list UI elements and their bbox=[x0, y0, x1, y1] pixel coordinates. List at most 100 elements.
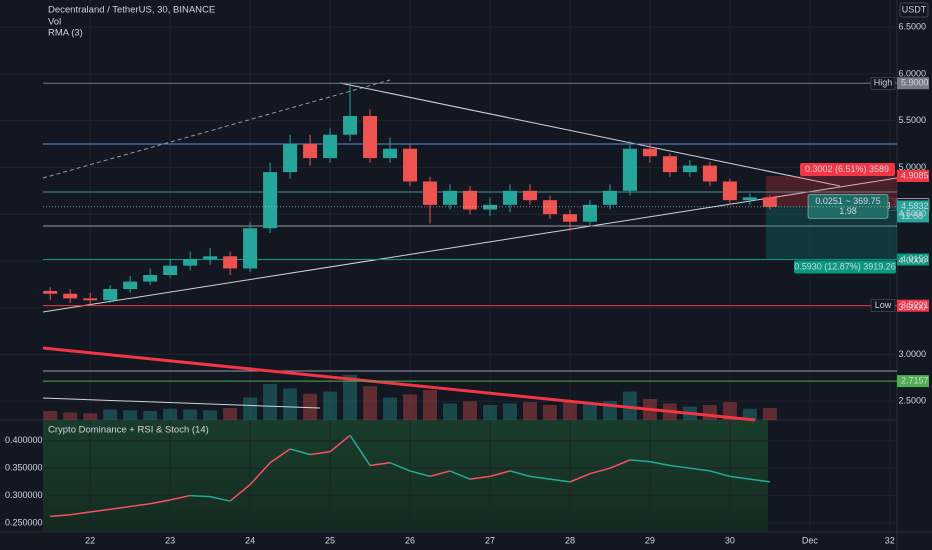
candle-body bbox=[702, 165, 717, 182]
price-tag bbox=[897, 200, 929, 223]
candle-body bbox=[103, 289, 118, 301]
candle-body bbox=[463, 190, 477, 210]
volume-bar bbox=[183, 409, 198, 420]
stop-label: 0.3002 (6.51%) 3589 bbox=[805, 164, 889, 174]
level-name: High bbox=[874, 78, 893, 88]
volume-bar bbox=[482, 405, 497, 420]
ratio-label: 1.98 bbox=[839, 206, 857, 216]
indicator-segment bbox=[669, 464, 690, 469]
indicator-segment bbox=[509, 470, 531, 478]
indicator-segment bbox=[289, 448, 311, 456]
volume-bar bbox=[223, 408, 238, 420]
level-name-box bbox=[870, 299, 896, 312]
volume-bar bbox=[163, 408, 178, 420]
indicator-segment bbox=[169, 494, 191, 501]
volume-bar bbox=[363, 386, 378, 420]
candle-body bbox=[682, 165, 697, 173]
indicator-title: Crypto Dominance + RSI & Stoch (14) bbox=[48, 425, 209, 436]
indicator-segment bbox=[589, 467, 611, 475]
volume-bar bbox=[123, 410, 138, 420]
candle-body bbox=[622, 148, 637, 191]
indicator-segment bbox=[689, 467, 710, 472]
volume-bar bbox=[742, 408, 757, 420]
candle-body bbox=[722, 181, 737, 201]
x-tick-label: 30 bbox=[725, 535, 735, 545]
candle-body bbox=[63, 293, 78, 299]
indicator-segment bbox=[269, 448, 291, 464]
indicator-segment bbox=[569, 472, 591, 483]
price-tag bbox=[897, 375, 929, 388]
candle-body bbox=[662, 156, 677, 173]
y-tick-label: 3.5000 bbox=[898, 302, 926, 312]
lower-trendline bbox=[42, 177, 898, 313]
price-tag-label: 3.5221 bbox=[901, 300, 929, 310]
indicator-segment bbox=[409, 470, 431, 478]
indicator-segment bbox=[469, 475, 491, 480]
study-label: RMA (3) bbox=[48, 28, 83, 39]
indicator-segment bbox=[749, 478, 770, 483]
candle-body bbox=[423, 181, 438, 205]
indicator-segment bbox=[629, 459, 650, 463]
volume-bar bbox=[702, 405, 717, 420]
candle-body bbox=[562, 214, 577, 222]
y-tick-label: 6.0000 bbox=[898, 68, 926, 78]
price-tag bbox=[897, 299, 929, 312]
x-tick-label: 26 bbox=[405, 535, 415, 545]
volume-bar bbox=[243, 397, 258, 420]
candle-body bbox=[323, 134, 338, 159]
label-box bbox=[794, 260, 896, 274]
candle-body bbox=[762, 197, 777, 207]
y-tick-label: 4.0000 bbox=[898, 255, 926, 265]
indicator-segment bbox=[209, 495, 231, 502]
upper-trendline bbox=[339, 82, 841, 187]
x-tick-label: 27 bbox=[485, 535, 495, 545]
indicator-tick-label: 0.350000 bbox=[5, 463, 43, 473]
candle-body bbox=[43, 290, 58, 294]
volume-bar bbox=[562, 400, 577, 420]
level-name-box bbox=[870, 77, 896, 90]
target-label: 0.5930 (12.87%) 3919.26 bbox=[794, 261, 896, 271]
candle-body bbox=[383, 148, 398, 159]
volume-bar bbox=[522, 402, 537, 420]
y-tick-label: 6.5000 bbox=[898, 22, 926, 32]
volume-bar bbox=[622, 391, 637, 420]
candle-body bbox=[143, 275, 158, 282]
indicator-segment bbox=[70, 511, 91, 516]
indicator-segment bbox=[190, 494, 211, 498]
indicator-segment bbox=[329, 434, 351, 453]
indicator-segment bbox=[709, 470, 731, 478]
volume-bar bbox=[203, 410, 218, 420]
candle-body bbox=[363, 115, 378, 159]
candle-body bbox=[223, 256, 238, 269]
currency: USDT bbox=[902, 4, 927, 14]
volume-bar bbox=[762, 408, 777, 420]
volume-bar bbox=[502, 403, 517, 420]
indicator-segment bbox=[110, 505, 131, 511]
volume-bar bbox=[303, 393, 318, 420]
volume-bar bbox=[722, 402, 737, 420]
red-trendline bbox=[42, 346, 756, 422]
y-tick-label: 5.0000 bbox=[898, 162, 926, 172]
indicator-segment bbox=[489, 470, 511, 478]
candle-body bbox=[403, 148, 418, 182]
chart-title: Decentraland / TetherUS, 30, BINANCE bbox=[48, 5, 215, 16]
volume-bar bbox=[443, 403, 458, 420]
y-tick-label: 2.5000 bbox=[898, 396, 926, 406]
x-tick-label: 28 bbox=[565, 535, 575, 545]
volume-bar bbox=[582, 403, 597, 420]
candle-body bbox=[642, 148, 657, 157]
x-tick-label: 29 bbox=[645, 535, 655, 545]
volume-bar bbox=[343, 375, 358, 420]
volume-bar bbox=[383, 397, 398, 420]
volume-bar bbox=[323, 391, 338, 420]
x-tick-label: Dec bbox=[802, 535, 819, 545]
indicator-segment bbox=[429, 470, 451, 478]
volume-bar bbox=[83, 413, 98, 420]
price-tag-label: 4.5832 bbox=[901, 201, 929, 211]
currency-box[interactable] bbox=[899, 2, 929, 18]
candle-body bbox=[203, 256, 218, 260]
y-tick-label: 3.0000 bbox=[898, 349, 926, 359]
study-label: Vol bbox=[48, 17, 61, 28]
candle-body bbox=[742, 197, 757, 201]
